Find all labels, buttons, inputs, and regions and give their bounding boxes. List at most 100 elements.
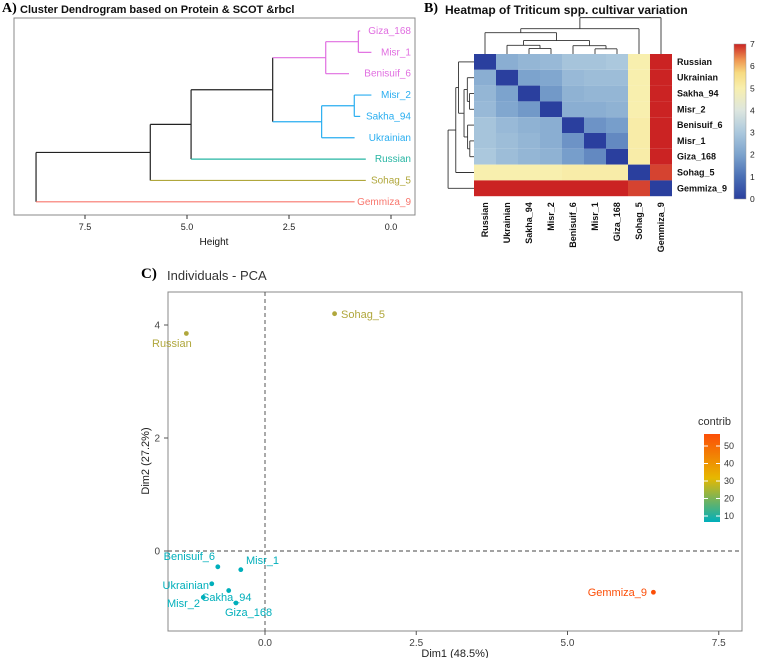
heatmap-plot: Russian Ukrainian Sakha_94 Misr_2 Benisuif_6… — [447, 17, 755, 252]
heatmap-cell — [584, 117, 606, 133]
heatmap-cell — [474, 117, 496, 133]
heatmap-cell — [540, 180, 562, 197]
heatmap-cell — [540, 164, 562, 181]
heatmap-cell — [584, 180, 606, 197]
heatmap-cell — [650, 69, 672, 86]
heatmap-row-label: Misr_2 — [677, 104, 706, 114]
heatmap-cell — [650, 85, 672, 102]
x-tick-label: 7.5 — [79, 222, 92, 232]
heatmap-cell — [650, 101, 672, 118]
x-tick-label: 5.0 — [181, 222, 194, 232]
heatmap-cell — [650, 148, 672, 165]
legend-tick-label: 40 — [724, 459, 734, 469]
color-key-tick-label: 6 — [750, 61, 755, 71]
heatmap-cell — [474, 148, 496, 165]
x-tick-label: 2.5 — [409, 638, 423, 649]
dendrogram-leaf-label: Gemmiza_9 — [357, 197, 411, 208]
heatmap-cell — [496, 54, 518, 70]
pca-point — [209, 581, 215, 587]
pca-point — [200, 594, 206, 600]
pca-point — [226, 588, 232, 593]
heatmap-cell — [496, 180, 518, 197]
heatmap-col-label: Benisuif_6 — [568, 202, 578, 248]
dendrogram-leaf-label: Russian — [375, 154, 411, 165]
heatmap-col-label: Sakha_94 — [524, 202, 534, 244]
heatmap-cell — [562, 180, 584, 197]
x-tick-label: 0.0 — [385, 222, 398, 232]
heatmap-cell — [628, 69, 650, 86]
heatmap-cell — [628, 180, 650, 197]
heatmap-col-label: Gemmiza_9 — [656, 202, 666, 252]
heatmap-cell — [606, 117, 628, 133]
color-key-tick-label: 3 — [750, 128, 755, 138]
heatmap-cell — [650, 54, 672, 70]
color-key-tick-label: 4 — [750, 105, 755, 115]
heatmap-cell — [474, 101, 496, 118]
heatmap-col-label: Misr_1 — [590, 202, 600, 231]
heatmap-cell — [650, 164, 672, 181]
plot-border — [167, 291, 743, 632]
heatmap-cell — [518, 101, 540, 118]
x-tick-label: 7.5 — [712, 638, 726, 649]
color-key-tick-label: 0 — [750, 194, 755, 204]
heatmap-cell — [628, 85, 650, 102]
heatmap-cell — [562, 148, 584, 165]
pca-point — [238, 567, 244, 573]
heatmap-cell — [562, 133, 584, 149]
heatmap-cell — [650, 180, 672, 197]
pca-point-label: Giza_168 — [225, 607, 272, 619]
heatmap-cell — [496, 164, 518, 181]
heatmap-cell — [584, 101, 606, 118]
heatmap-cell — [584, 69, 606, 86]
dendrogram-leaf-label: Misr_2 — [381, 90, 411, 101]
heatmap-cell — [518, 117, 540, 133]
color-key-tick-label: 1 — [750, 172, 755, 182]
heatmap-cell — [606, 101, 628, 118]
heatmap-cell — [474, 85, 496, 102]
panel-c-title: Individuals - PCA — [167, 268, 267, 283]
heatmap-row-label: Sakha_94 — [677, 89, 719, 99]
heatmap-cell — [474, 180, 496, 197]
y-axis-title: Dim2 (27.2%) — [140, 427, 152, 494]
legend-colorbar — [704, 434, 720, 522]
pca-point — [651, 589, 656, 595]
heatmap-cell — [650, 117, 672, 133]
heatmap-cell — [584, 85, 606, 102]
dendrogram-leaf-label: Misr_1 — [381, 47, 411, 58]
heatmap-cell — [518, 164, 540, 181]
dendrogram-leaf-label: Sakha_94 — [366, 111, 411, 122]
x-axis-title: Dim1 (48.5%) — [421, 648, 488, 658]
heatmap-cell — [650, 133, 672, 149]
x-axis-title: Height — [200, 237, 229, 248]
heatmap-cell — [628, 54, 650, 70]
heatmap-cell — [628, 133, 650, 149]
heatmap-cell — [562, 117, 584, 133]
heatmap-cell — [584, 164, 606, 181]
heatmap-cell — [562, 85, 584, 102]
y-tick-label: 0 — [154, 547, 160, 558]
heatmap-cell — [518, 148, 540, 165]
heatmap-cell — [518, 133, 540, 149]
heatmap-cell — [540, 85, 562, 102]
heatmap-cell — [628, 101, 650, 118]
heatmap-cell — [606, 85, 628, 102]
heatmap-cell — [518, 54, 540, 70]
heatmap-cell — [496, 85, 518, 102]
heatmap-cell — [496, 117, 518, 133]
heatmap-cell — [518, 180, 540, 197]
heatmap-cell — [474, 54, 496, 70]
heatmap-col-label: Giza_168 — [612, 202, 622, 241]
heatmap-cell — [606, 54, 628, 70]
heatmap-cell — [496, 133, 518, 149]
heatmap-cell — [628, 164, 650, 181]
heatmap-cell — [628, 148, 650, 165]
heatmap-cell — [562, 54, 584, 70]
color-key-tick-label: 7 — [750, 39, 755, 49]
x-tick-label: 0.0 — [258, 638, 272, 649]
pca-point — [233, 600, 239, 606]
heatmap-row-label: Misr_1 — [677, 136, 706, 146]
pca-point-label: Russian — [152, 338, 192, 350]
dendrogram-leaf-label: Benisuif_6 — [364, 69, 411, 80]
heatmap-row-label: Russian — [677, 57, 712, 67]
heatmap-cell — [474, 69, 496, 86]
